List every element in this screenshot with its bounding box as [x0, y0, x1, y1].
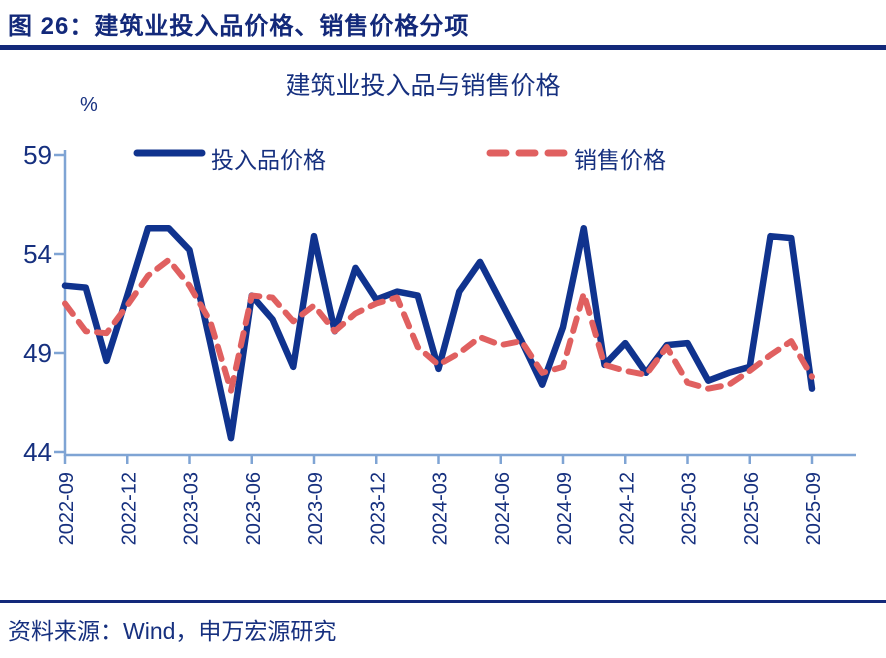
source-text: 资料来源：Wind，申万宏源研究 [8, 618, 337, 644]
x-tick-label: 2023-06 [243, 472, 265, 545]
x-tick-label: 2025-06 [741, 472, 763, 545]
source-divider [0, 600, 886, 603]
x-tick-label: 2023-12 [367, 472, 389, 545]
y-axis-unit-label: % [80, 94, 98, 116]
legend-label-sales-price: 销售价格 [574, 147, 666, 173]
x-tick-label: 2025-03 [679, 472, 701, 545]
y-tick-label: 49 [23, 338, 52, 368]
header-divider [0, 45, 886, 50]
chart-title: 建筑业投入品与销售价格 [285, 73, 561, 100]
y-tick-label: 44 [23, 437, 52, 467]
legend-label-input-price: 投入品价格 [211, 147, 326, 173]
y-tick-label: 59 [23, 140, 52, 170]
input-price-line [61, 225, 816, 442]
sales-price-line [62, 256, 815, 394]
x-tick-label: 2022-12 [118, 472, 140, 545]
x-tick-label: 2024-03 [430, 472, 452, 545]
figure-header-title: 图 26：建筑业投入品价格、销售价格分项 [8, 13, 470, 40]
x-tick-label: 2024-12 [616, 472, 638, 545]
x-tick-label: 2023-03 [181, 472, 203, 545]
y-tick-label: 54 [23, 239, 52, 269]
x-tick-label: 2022-09 [56, 472, 78, 545]
x-tick-label: 2024-06 [492, 472, 514, 545]
x-tick-label: 2024-09 [554, 472, 576, 545]
x-tick-label: 2023-09 [305, 472, 327, 545]
x-tick-label: 2025-09 [803, 472, 825, 545]
